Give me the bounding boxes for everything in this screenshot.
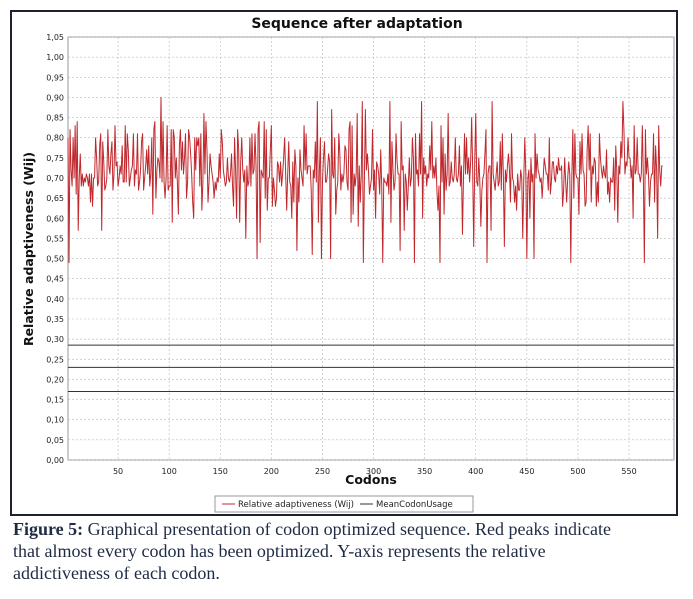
x-tick-label: 550 [621, 467, 636, 476]
x-tick-label: 450 [519, 467, 534, 476]
y-tick-label: 1,00 [46, 53, 64, 62]
y-tick-label: 0,80 [46, 134, 64, 143]
y-tick-label: 0,25 [46, 355, 64, 364]
mean-codon-usage-lines [68, 344, 674, 393]
legend-label-relative-adaptiveness: Relative adaptiveness (Wij) [238, 500, 354, 510]
x-tick-label: 400 [468, 467, 483, 476]
y-tick-labels: 0,00 0,05 0,10 0,15 0,20 0,25 0,30 0,35 0,40 0,45… [46, 33, 64, 465]
y-tick-label: 0,10 [46, 416, 64, 425]
chart: Sequence after adaptation 0,000,050,100,… [21, 16, 675, 513]
y-tick-label: 0,45 [46, 275, 64, 284]
x-axis-label: Codons [345, 472, 397, 487]
y-tick-label: 0,55 [46, 234, 64, 243]
x-tick-label: 500 [570, 467, 585, 476]
y-tick-label: 0,50 [46, 255, 64, 264]
y-tick-label: 0,65 [46, 194, 64, 203]
caption-label: Figure 5: [13, 519, 84, 539]
x-tick-label: 150 [213, 467, 228, 476]
y-tick-label: 0,95 [46, 73, 64, 82]
caption-text: Graphical presentation of codon optimize… [13, 519, 611, 583]
y-tick-label: 0,60 [46, 214, 64, 223]
y-tick-label: 0,85 [46, 114, 64, 123]
legend-label-mean-codon-usage: MeanCodonUsage [376, 500, 453, 510]
legend-box [214, 495, 474, 513]
figure-caption: Figure 5: Graphical presentation of codo… [13, 518, 613, 584]
y-tick-label: 1,05 [46, 33, 64, 42]
relative-adaptiveness-line [67, 96, 663, 264]
x-tick-label: 50 [113, 467, 123, 476]
y-tick-label: 0,90 [46, 93, 64, 102]
plot-area [67, 36, 675, 461]
y-tick-label: 0,40 [46, 295, 64, 304]
y-axis-label: Relative adaptiveness (Wij) [21, 152, 36, 346]
x-tick-label: 200 [264, 467, 279, 476]
y-tick-label: 0,35 [46, 315, 64, 324]
chart-title: Sequence after adaptation [251, 16, 462, 32]
x-tick-label: 350 [417, 467, 432, 476]
y-tick-label: 0,70 [46, 174, 64, 183]
y-tick-label: 0,00 [46, 456, 64, 465]
x-tick-labels: 50 100 150 200 250 300 350 400 450 500 550 [113, 467, 637, 476]
x-tick-label: 300 [366, 467, 381, 476]
chart-frame: Sequence after adaptation 0,00 0,05 0,10 0,… [10, 10, 678, 516]
x-tick-label: 100 [162, 467, 177, 476]
y-tick-label: 0,15 [46, 396, 64, 405]
legend: Relative adaptiveness (Wij) MeanCodonUsa… [214, 495, 474, 513]
y-tick-label: 0,75 [46, 154, 64, 163]
y-tick-label: 0,30 [46, 335, 64, 344]
y-tick-label: 0,05 [46, 436, 64, 445]
x-tick-label: 250 [315, 467, 330, 476]
y-tick-label: 0,20 [46, 375, 64, 384]
